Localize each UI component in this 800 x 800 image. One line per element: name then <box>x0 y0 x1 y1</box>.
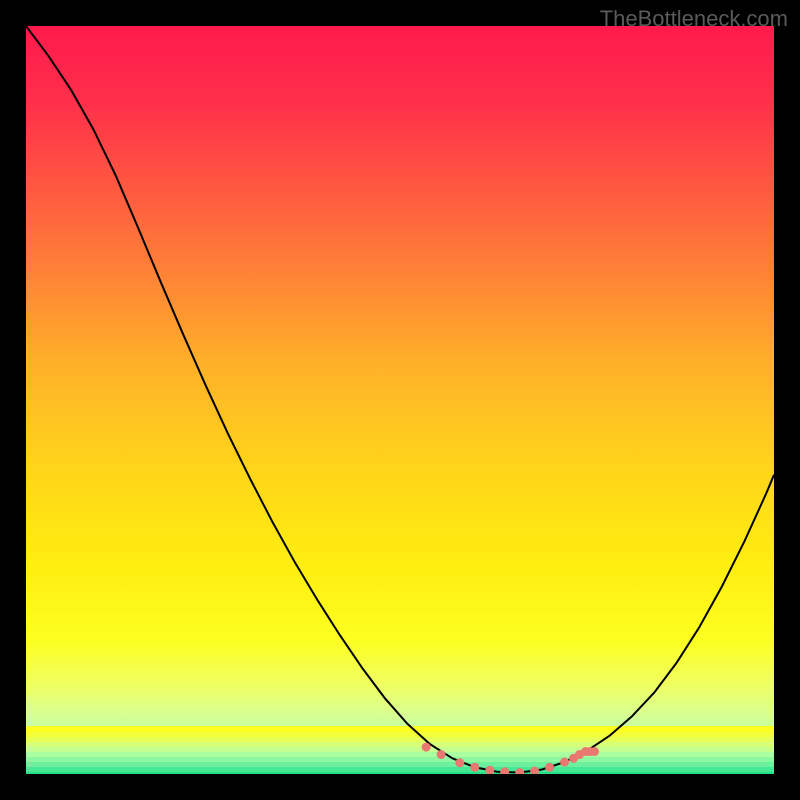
watermark-text: TheBottleneck.com <box>600 6 788 32</box>
scatter-point <box>560 758 569 767</box>
chart-gradient-band <box>26 726 774 774</box>
scatter-point <box>470 763 479 772</box>
scatter-point <box>590 747 599 756</box>
scatter-point <box>455 758 464 767</box>
scatter-point <box>545 763 554 772</box>
scatter-point <box>422 743 431 752</box>
chart-background <box>26 26 774 774</box>
chart-canvas <box>26 26 774 774</box>
bottleneck-chart <box>26 26 774 774</box>
scatter-point <box>437 750 446 759</box>
